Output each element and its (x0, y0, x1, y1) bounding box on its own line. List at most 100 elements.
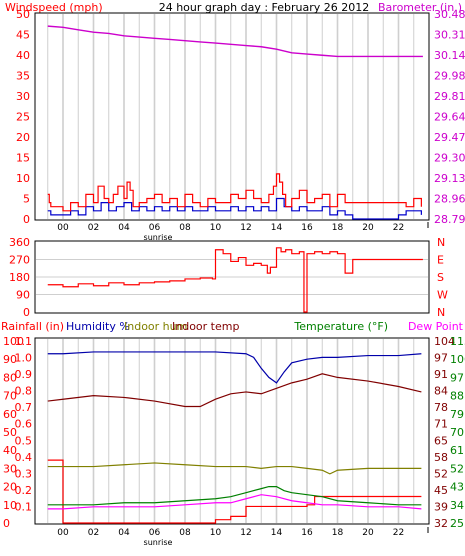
rain-humidity-temperature-panel: Rainfall (in) Humidity % Indoor hum Indo… (1, 320, 465, 547)
direction-series-lines (47, 247, 423, 313)
rainfall-axis-title: Rainfall (in) (1, 320, 64, 333)
x-tick-label: 10 (210, 528, 222, 538)
x-tick-label: 14 (271, 223, 283, 233)
x-tick-label: 04 (118, 223, 130, 233)
direction-degree-tick: 180 (9, 271, 30, 284)
indoor-temp-axis-title: Indoor temp (172, 320, 239, 333)
indoor-temp-tick: 65 (434, 434, 448, 447)
temperature-tick: 115 (450, 335, 465, 348)
x-tick-label: 20 (362, 223, 374, 233)
x-tick-label: 16 (301, 223, 313, 233)
indoor-temp-tick: 91 (434, 368, 448, 381)
x-tick-label: 12 (240, 528, 251, 538)
x-tick-label: 06 (149, 223, 161, 233)
graph-title: 24 hour graph day : February 26 2012 (159, 1, 370, 14)
barometer-tick: 28.96 (434, 193, 465, 206)
indoor-temp-tick: 78 (434, 401, 448, 414)
indoor-temp-tick: 58 (434, 451, 448, 464)
x-tick-label: 06 (149, 528, 161, 538)
rain-humidity-tick: 40 (3, 444, 17, 457)
temperature-tick: 70 (450, 426, 464, 439)
rainfall-tick: 0.6 (15, 418, 33, 431)
rain-humidity-tick: 100 (3, 335, 24, 348)
wind-barometer-panel: Windspeed (mph) 24 hour graph day : Febr… (5, 1, 465, 242)
x-tick-label: 04 (118, 528, 130, 538)
barometer-tick-labels: 28.79 28.96 29.13 29.30 29.47 29.64 29.81 29.98… (434, 8, 465, 226)
climate-hour-tick-labels: 00 02 04 06 08 10 12 14 16 18 20 22 (57, 527, 429, 538)
direction-degree-tick: 360 (9, 236, 30, 249)
rainfall-tick: 0.5 (15, 434, 33, 447)
dew-point-axis-title: Dew Point (408, 320, 464, 333)
compass-point-label: N (437, 236, 445, 249)
temperature-tick: 79 (450, 408, 464, 421)
windspeed-line (47, 173, 422, 212)
barometer-tick: 29.98 (434, 70, 465, 83)
barometer-tick: 29.30 (434, 152, 465, 165)
direction-degree-tick: 270 (9, 254, 30, 267)
humidity-axis-title: Humidity % (66, 320, 130, 333)
rainfall-tick: 1.1 (15, 335, 33, 348)
x-tick-label: 14 (271, 528, 283, 538)
average-wind-line (47, 197, 422, 220)
barometer-tick: 28.79 (434, 213, 465, 226)
barometer-tick: 29.13 (434, 172, 465, 185)
x-tick-label: 08 (179, 223, 191, 233)
indoor-temp-tick: 97 (434, 352, 448, 365)
indoor-temp-tick: 52 (434, 467, 448, 480)
temperature-tick: 34 (450, 499, 464, 512)
temperature-tick: 43 (450, 481, 464, 494)
x-tick-label: 22 (393, 528, 404, 538)
rain-humidity-tick: 80 (3, 371, 17, 384)
temperature-tick: 106 (450, 353, 465, 366)
wind-hour-tick-labels: 00 02 04 06 08 10 12 14 16 18 20 22 (57, 222, 429, 233)
rainfall-tick: 1.0 (15, 352, 33, 365)
rain-humidity-tick: 70 (3, 390, 17, 403)
compass-point-label: S (437, 271, 444, 284)
direction-degree-labels: 0 90 180 270 360 (9, 236, 30, 319)
barometer-line (47, 25, 423, 58)
windspeed-tick-labels: 0 5 10 15 20 25 30 35 40 45 50 (16, 8, 30, 226)
barometer-tick: 30.14 (434, 49, 465, 62)
x-tick-label: 12 (240, 223, 251, 233)
compass-point-label: N (437, 306, 445, 319)
windspeed-tick: 10 (16, 172, 30, 185)
rain-humidity-tick: 20 (3, 481, 17, 494)
indoor-hum-axis-title: Indoor hum (124, 320, 187, 333)
windspeed-tick: 0 (23, 213, 30, 226)
x-tick-label: 18 (332, 223, 344, 233)
direction-degree-tick: 0 (23, 306, 30, 319)
windspeed-tick: 40 (16, 49, 30, 62)
compass-point-label: W (437, 289, 448, 302)
barometer-tick: 30.48 (434, 8, 465, 21)
climate-left-tick-labels: 0 10 20 30 40 50 60 70 80 90 100 0.1 0.2 0.3 0.4 0.5 0.6… (3, 335, 32, 530)
rainfall-line (47, 459, 422, 524)
windspeed-tick: 30 (16, 90, 30, 103)
climate-right-tick-labels: 3239455258657178849197104253443526170798… (434, 335, 465, 530)
temperature-tick: 25 (450, 517, 464, 530)
sunrise-marker-label: sunrise (144, 233, 173, 242)
rainfall-tick: 0.8 (15, 385, 33, 398)
x-tick-label: 10 (210, 223, 222, 233)
indoor-temp-tick: 104 (434, 335, 455, 348)
x-tick-label: 16 (301, 528, 313, 538)
barometer-tick: 29.81 (434, 90, 465, 103)
barometer-tick: 30.31 (434, 29, 465, 42)
temperature-tick: 61 (450, 444, 464, 457)
windspeed-tick: 25 (16, 111, 30, 124)
climate-grid (47, 339, 415, 523)
rainfall-tick: 0.7 (15, 401, 33, 414)
temperature-line (47, 486, 422, 506)
windspeed-tick: 15 (16, 152, 30, 165)
rain-humidity-tick: 50 (3, 426, 17, 439)
wind-direction-line (47, 247, 423, 313)
indoor-temp-tick: 71 (434, 418, 448, 431)
climate-series-lines (47, 351, 422, 524)
rain-humidity-tick: 0 (3, 517, 10, 530)
compass-point-label: E (437, 254, 444, 267)
rain-humidity-tick: 30 (3, 462, 17, 475)
indoor-temp-tick: 45 (434, 484, 448, 497)
windspeed-tick: 20 (16, 131, 30, 144)
indoor-temp-tick: 84 (434, 385, 448, 398)
